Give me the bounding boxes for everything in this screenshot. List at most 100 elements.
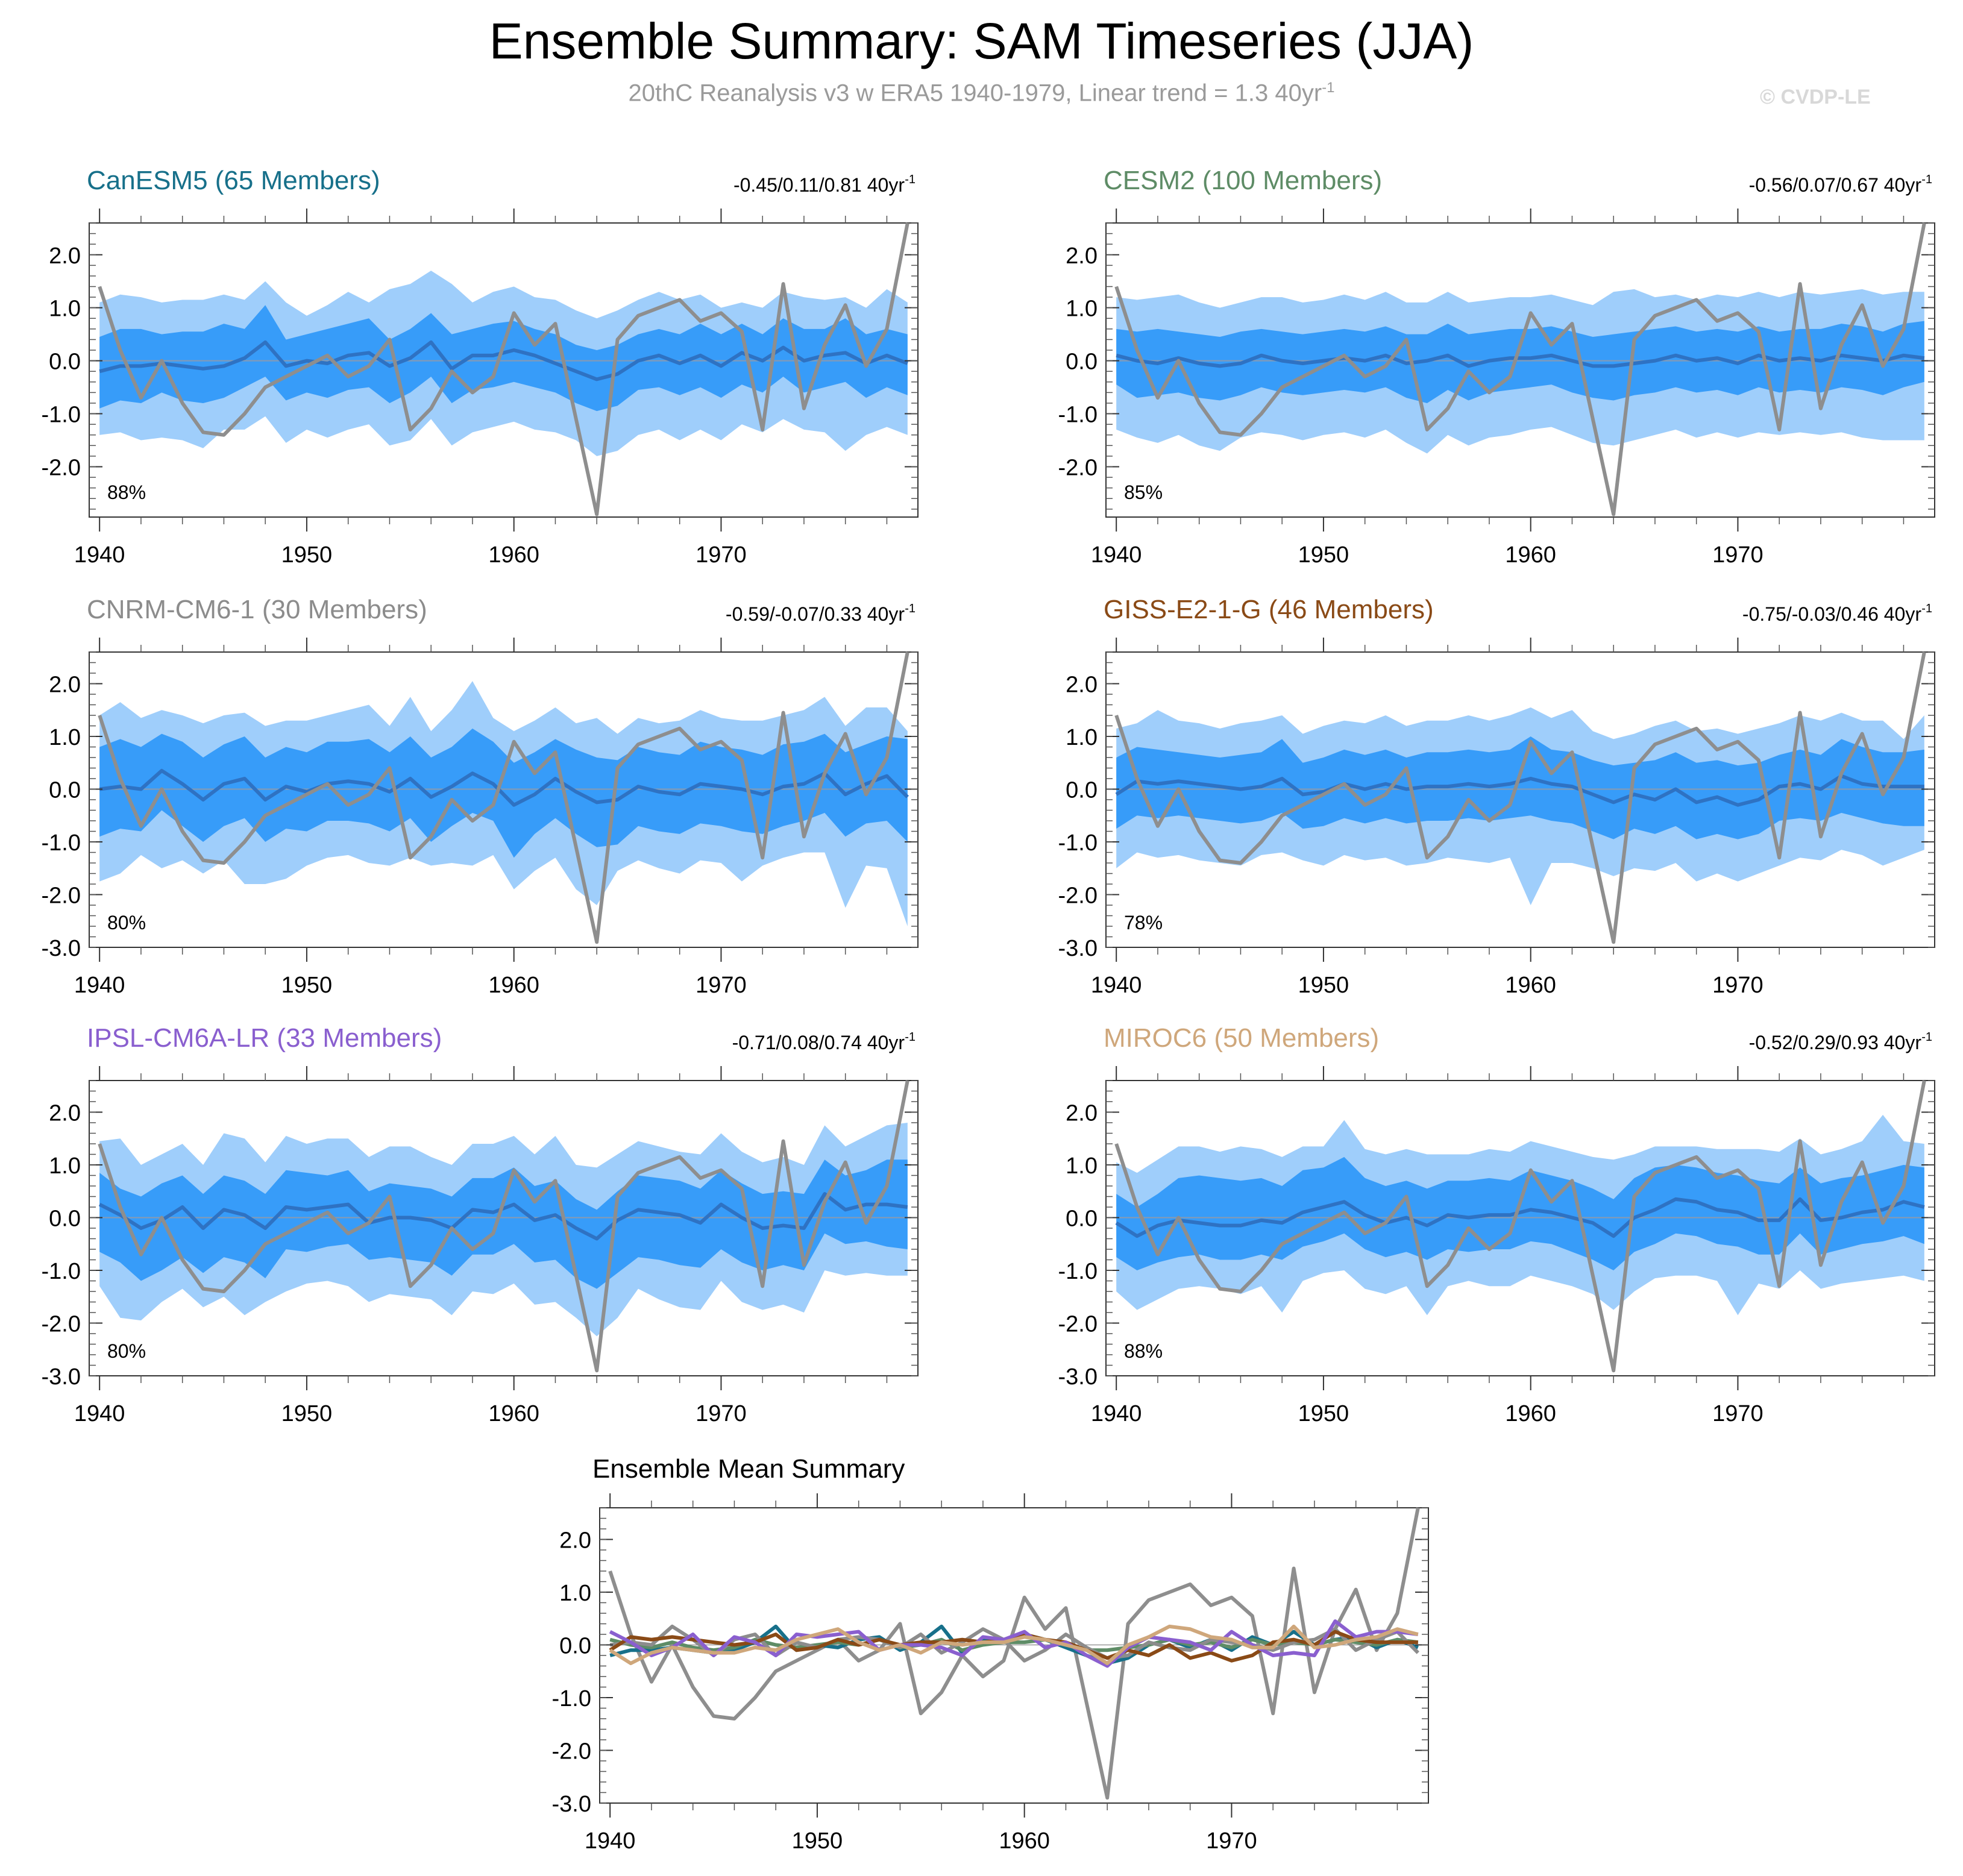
y-tick-label: 2.0: [49, 673, 81, 698]
x-tick-label: 1940: [1091, 542, 1142, 568]
x-tick-label: 1960: [1505, 542, 1556, 568]
x-tick-label: 1960: [1505, 973, 1556, 998]
inner-spread-band: [1116, 736, 1924, 839]
x-tick-label: 1960: [1505, 1401, 1556, 1426]
y-tick-label: -2.0: [1058, 1312, 1098, 1337]
plot-frame: [599, 1507, 1429, 1804]
y-tick-label: 2.0: [49, 243, 81, 269]
y-tick-label: -3.0: [552, 1792, 591, 1817]
x-tick-label: 1950: [1298, 542, 1349, 568]
y-tick-label: -2.0: [42, 455, 81, 480]
trend-label: -0.56/0.07/0.67 40yr: [1749, 174, 1922, 196]
x-tick-label: 1950: [792, 1828, 843, 1854]
y-tick-label: 2.0: [1066, 243, 1098, 269]
y-tick-label: -1.0: [42, 830, 81, 856]
observed-line: [98, 1080, 909, 1373]
x-tick-label: 1970: [1206, 1828, 1257, 1854]
x-tick-label: 1940: [74, 542, 125, 568]
observed-line: [1114, 222, 1926, 516]
y-tick-label: 2.0: [1066, 673, 1098, 698]
percent-label: 80%: [107, 912, 146, 933]
x-tick-label: 1960: [999, 1828, 1050, 1854]
panel-title: Ensemble Mean Summary: [592, 1454, 905, 1484]
panel-7: 2.0 1.0 0.0 -1.0 -2.0 -3.0 1940 1950 1960 1970 Ens…: [552, 1454, 1429, 1854]
trend-label: -0.45/0.11/0.81 40yr: [733, 174, 905, 196]
percent-label: 85%: [1124, 482, 1163, 503]
trend-superscript: -1: [1921, 173, 1932, 186]
panel-title: CNRM-CM6-1 (30 Members): [87, 595, 427, 624]
y-tick-label: 1.0: [1066, 1153, 1098, 1179]
panel-title: CESM2 (100 Members): [1104, 166, 1382, 195]
trend-superscript: -1: [905, 602, 916, 615]
subtitle-superscript: -1: [1322, 80, 1335, 96]
observed-line: [1114, 1080, 1926, 1373]
watermark: © CVDP-LE: [1760, 86, 1871, 108]
y-tick-label: -3.0: [42, 936, 81, 961]
observed-line: [98, 222, 909, 516]
panel-3: 2.0 1.0 0.0 -1.0 -2.0 -3.0 1940 1950 1960 1970 CNR…: [42, 595, 919, 998]
y-tick-label: 0.0: [1066, 778, 1098, 803]
y-tick-label: 1.0: [1066, 296, 1098, 322]
x-tick-label: 1950: [281, 973, 333, 998]
inner-spread-band: [99, 1159, 908, 1289]
y-tick-label: 1.0: [1066, 725, 1098, 750]
y-tick-label: 1.0: [559, 1581, 591, 1606]
subtitle-text: 20thC Reanalysis v3 w ERA5 1940-1979, Li…: [628, 80, 1322, 107]
panel-6: 2.0 1.0 0.0 -1.0 -2.0 -3.0 1940 1950 1960 1970 MIR…: [1058, 1023, 1935, 1426]
y-tick-label: -1.0: [42, 403, 81, 428]
percent-label: 78%: [1124, 912, 1163, 933]
y-tick-label: -2.0: [1058, 883, 1098, 909]
x-tick-label: 1970: [1712, 542, 1764, 568]
y-tick-label: 0.0: [1066, 350, 1098, 375]
y-tick-label: -1.0: [1058, 1259, 1098, 1284]
trend-label: -0.71/0.08/0.74 40yr: [732, 1032, 905, 1053]
panel-1: 2.0 1.0 0.0 -1.0 -2.0 1940 1950 1960 1970 CanESM5…: [42, 166, 919, 568]
panel-title: IPSL-CM6A-LR (33 Members): [87, 1023, 442, 1053]
trend-superscript: -1: [1921, 1031, 1932, 1044]
trend-label: -0.52/0.29/0.93 40yr: [1749, 1032, 1922, 1053]
y-tick-label: -1.0: [1058, 403, 1098, 428]
y-tick-label: 0.0: [49, 778, 81, 803]
model-mean-line-3: [609, 1624, 1419, 1663]
ensemble-mean-line: [98, 1192, 908, 1241]
x-tick-label: 1940: [74, 973, 125, 998]
model-mean-line-6: [609, 1624, 1419, 1666]
x-tick-label: 1960: [488, 973, 539, 998]
panel-title: CanESM5 (65 Members): [87, 166, 380, 195]
x-tick-label: 1950: [281, 542, 333, 568]
x-tick-label: 1950: [1298, 1401, 1349, 1426]
y-tick-label: 0.0: [49, 350, 81, 375]
panel-4: 2.0 1.0 0.0 -1.0 -2.0 -3.0 1940 1950 1960 1970 GIS…: [1058, 595, 1935, 998]
y-tick-label: 0.0: [1066, 1206, 1098, 1232]
trend-superscript: -1: [905, 1031, 916, 1044]
percent-label: 80%: [107, 1340, 146, 1362]
y-tick-label: -3.0: [42, 1364, 81, 1390]
y-tick-label: -1.0: [552, 1686, 591, 1711]
y-tick-label: -2.0: [1058, 455, 1098, 480]
x-tick-label: 1960: [488, 1401, 539, 1426]
x-tick-label: 1970: [696, 542, 747, 568]
inner-spread-band: [1116, 321, 1924, 403]
y-tick-label: 0.0: [49, 1206, 81, 1232]
panel-title: GISS-E2-1-G (46 Members): [1104, 595, 1434, 624]
percent-label: 88%: [1124, 1340, 1163, 1362]
trend-superscript: -1: [905, 173, 916, 186]
y-tick-label: -2.0: [42, 883, 81, 909]
y-tick-label: -3.0: [1058, 936, 1098, 961]
panel-title: MIROC6 (50 Members): [1104, 1023, 1379, 1053]
y-tick-label: 0.0: [559, 1634, 591, 1659]
x-tick-label: 1940: [1091, 1401, 1142, 1426]
figure-subtitle: 20thC Reanalysis v3 w ERA5 1940-1979, Li…: [0, 80, 1963, 107]
y-tick-label: 1.0: [49, 1153, 81, 1179]
y-tick-label: -1.0: [42, 1259, 81, 1284]
x-tick-label: 1940: [585, 1828, 636, 1854]
y-tick-label: -1.0: [1058, 830, 1098, 856]
x-tick-label: 1950: [281, 1401, 333, 1426]
observed-line: [1114, 651, 1926, 944]
y-tick-label: 1.0: [49, 725, 81, 750]
y-tick-label: 1.0: [49, 296, 81, 322]
panel-2: 2.0 1.0 0.0 -1.0 -2.0 1940 1950 1960 1970 CESM2 (…: [1058, 166, 1935, 568]
y-tick-label: -2.0: [552, 1739, 591, 1765]
x-tick-label: 1970: [696, 973, 747, 998]
